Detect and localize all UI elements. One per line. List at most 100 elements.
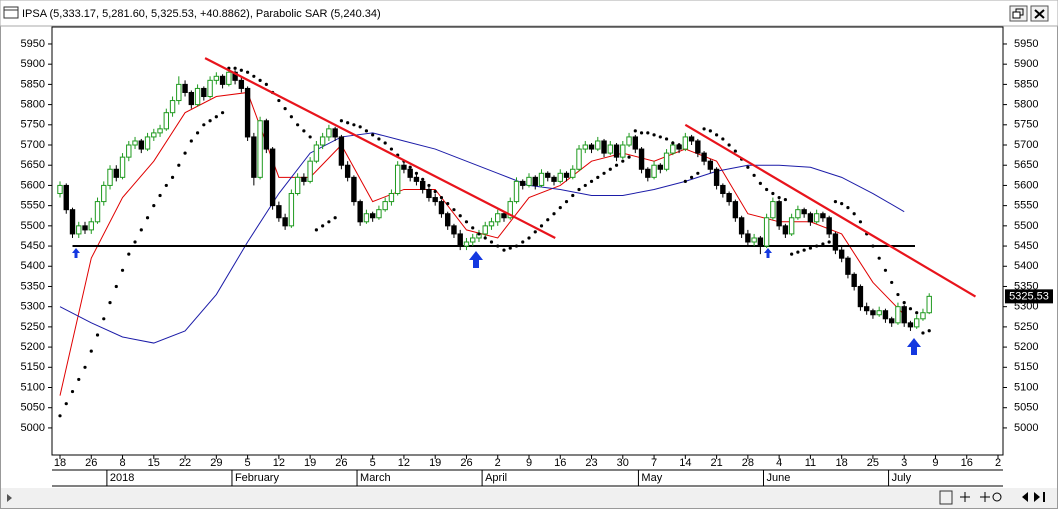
sar-dot <box>433 189 437 194</box>
candle-body <box>776 201 782 227</box>
plot-area <box>51 26 1004 456</box>
candle-body <box>782 225 789 235</box>
x-tick-label: 14 <box>679 457 691 469</box>
sar-dot <box>790 252 794 256</box>
candle-body <box>570 168 576 178</box>
sar-dot <box>689 175 694 179</box>
sar-dot <box>102 317 106 321</box>
plot-marks <box>57 57 977 418</box>
candle-body <box>144 136 151 150</box>
sar-dot <box>808 246 813 250</box>
sar-dot <box>471 226 475 230</box>
sar-dot <box>708 129 712 133</box>
candle-body <box>588 144 595 150</box>
y-tick-label: 5950 <box>21 38 45 50</box>
sar-dot <box>583 183 587 188</box>
sar-dot <box>502 248 506 252</box>
candle-body <box>707 160 714 170</box>
candle-body <box>620 144 626 158</box>
candle-body <box>532 176 538 186</box>
month-label: April <box>485 472 507 484</box>
sar-dot <box>802 248 806 252</box>
sar-dot <box>915 311 919 315</box>
candle-body <box>157 128 163 134</box>
candle-body <box>857 285 864 308</box>
x-tick-label: 16 <box>554 457 566 469</box>
sar-dot <box>427 183 431 188</box>
y-tick-label-right: 5900 <box>1014 58 1038 70</box>
candle-body <box>451 225 457 235</box>
sar-dot <box>614 163 619 167</box>
candle-body <box>251 136 257 178</box>
candle-body <box>745 233 751 243</box>
x-tick-label: 5 <box>370 457 376 469</box>
moving-average-line <box>59 132 905 344</box>
sar-dot <box>114 284 118 289</box>
candle-body <box>738 217 745 235</box>
sar-dot <box>677 143 681 147</box>
restore-button[interactable] <box>1009 5 1028 22</box>
sar-dot <box>577 187 581 192</box>
y-tick-label-right: 5650 <box>1014 159 1038 171</box>
sar-dot <box>389 147 394 151</box>
sar-dot <box>921 331 925 335</box>
candle-body <box>826 217 832 235</box>
x-tick-label: 9 <box>526 457 532 469</box>
sar-dot <box>371 133 375 137</box>
candle-body <box>682 136 689 150</box>
candle-body <box>863 306 870 312</box>
candle-body <box>795 209 801 219</box>
sar-dot <box>321 224 325 228</box>
x-tick-label: 18 <box>836 457 848 469</box>
y-tick-label: 5250 <box>21 321 45 333</box>
candle-body <box>870 310 876 316</box>
candle-body <box>226 71 232 85</box>
x-tick-label: 5 <box>245 457 251 469</box>
sar-dot <box>715 133 719 137</box>
chart-icon <box>3 6 19 19</box>
candle-body <box>63 184 69 211</box>
candle-body <box>351 176 357 203</box>
candle-body <box>726 193 732 203</box>
sar-dot <box>189 139 193 143</box>
sar-dot <box>158 193 162 198</box>
sar-dot <box>777 195 781 200</box>
sar-dot <box>733 149 737 153</box>
candle-body <box>651 164 657 178</box>
sar-dot <box>927 329 931 333</box>
sar-dot <box>564 199 569 204</box>
y-tick-label: 5650 <box>21 159 45 171</box>
candle-body <box>213 75 220 81</box>
x-tick-label: 2 <box>995 457 1001 469</box>
y-tick-label: 5850 <box>21 78 45 90</box>
sar-dot <box>377 137 381 141</box>
sar-dot <box>821 242 825 246</box>
x-tick-label: 15 <box>148 457 160 469</box>
sar-dot <box>877 256 881 260</box>
close-button[interactable] <box>1030 5 1049 22</box>
chart-title: IPSA (5,333.17, 5,281.60, 5,325.53, +40.… <box>22 8 381 20</box>
y-tick-label: 5200 <box>21 341 45 353</box>
scrollbar[interactable] <box>1 488 1057 508</box>
sar-dot <box>177 163 181 167</box>
candle-body <box>751 237 757 243</box>
x-tick-label: 25 <box>867 457 879 469</box>
sar-dot <box>571 193 575 198</box>
trend-line <box>204 57 556 239</box>
y-tick-label-right: 5850 <box>1014 78 1038 90</box>
candle-body <box>238 79 245 89</box>
candle-body <box>888 318 895 324</box>
sar-dot <box>133 240 137 244</box>
sar-dot <box>277 98 281 103</box>
candle-body <box>626 136 632 146</box>
sar-dot <box>552 212 556 216</box>
candle-body <box>463 241 470 247</box>
sar-dot <box>364 129 369 133</box>
candle-body <box>413 176 420 182</box>
y-tick-label: 5750 <box>21 119 45 131</box>
sar-dot <box>746 165 750 169</box>
sar-dot <box>727 143 731 147</box>
sar-dot <box>264 82 268 86</box>
